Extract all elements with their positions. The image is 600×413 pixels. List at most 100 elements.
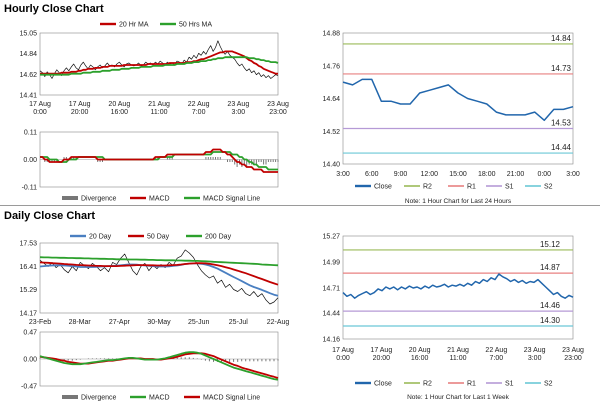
daily-price-xtick: 28-Mar: [69, 319, 92, 326]
weekly-pivot-xtick: 23 Aug 3:00: [524, 347, 546, 362]
ma20-series-line: [40, 50, 278, 75]
weekly-pivot-xtick: 23 Aug 23:00: [562, 347, 584, 362]
weekly_pivot-ytick: 14.16: [322, 337, 340, 344]
daily_price-ytick: 16.41: [19, 264, 37, 271]
legend-pivot-r2: R2: [423, 184, 432, 191]
legend-weekly-r2: R2: [423, 381, 432, 388]
legend-weekly-r1: R1: [467, 381, 476, 388]
daily_price-ytick: 17.53: [19, 241, 37, 248]
hourly_price-ytick: 14.41: [19, 93, 37, 100]
daily_macd-ytick: 0.00: [23, 357, 37, 364]
hourly-pivot-xtick: 21:00: [507, 171, 525, 178]
level-label-s2: 14.44: [551, 143, 572, 152]
hourly_pivot-ytick: 14.40: [322, 162, 340, 169]
daily_macd-ytick: -0.47: [21, 384, 37, 391]
hourly-pivot-xtick: 18:00: [478, 171, 496, 178]
ma50-series-line: [39, 261, 279, 286]
hourly_price-frame: [39, 32, 279, 96]
ma20-series-line: [39, 262, 279, 297]
hourly-pivot-xtick: 3:00: [336, 171, 350, 178]
hourly-price-xtick: 23 Aug 3:00: [227, 101, 249, 116]
price-series-line: [39, 40, 279, 79]
hourly-price-xtick: 17 Aug 0:00: [29, 101, 51, 116]
hourly-pivot-xtick: 15:00: [449, 171, 467, 178]
weekly_pivot-ytick: 14.71: [322, 285, 340, 292]
legend-macd: MACD: [149, 196, 170, 203]
legend-daily-macd: MACD: [149, 395, 170, 402]
legend-macd-signal: MACD Signal Line: [203, 196, 260, 203]
legend-50-day: 50 Day: [147, 234, 170, 241]
legend-weekly-close: Close: [374, 381, 392, 388]
hourly-price-xtick: 20 Aug 16:00: [108, 101, 130, 116]
level-label-r2: 14.84: [551, 34, 572, 43]
hourly_pivot-ytick: 14.88: [322, 31, 340, 38]
macd-series-line: [39, 351, 279, 381]
weekly-pivot-xtick: 17 Aug 0:00: [332, 347, 354, 362]
daily_price-ytick: 14.17: [19, 311, 37, 318]
hourly_pivot-ytick: 14.52: [322, 129, 340, 136]
legend-daily-divergence: Divergence: [81, 395, 117, 402]
daily-price-xtick: 27-Apr: [109, 319, 131, 326]
legend-pivot-r1: R1: [467, 184, 476, 191]
macd-series-line: [40, 148, 278, 173]
weekly_pivot-ytick: 14.99: [322, 259, 340, 266]
level-label-s1: 14.53: [551, 119, 572, 128]
hourly_macd-ytick: 0.00: [23, 157, 37, 164]
weekly-pivot-xtick: 17 Aug 20:00: [370, 347, 392, 362]
legend-200-day: 200 Day: [205, 234, 232, 241]
daily-price-xtick: 23-Feb: [29, 319, 51, 326]
legend-pivot-s1: S1: [505, 184, 514, 191]
legend-20hr-ma: 20 Hr MA: [119, 22, 149, 29]
level-label-r2: 15.12: [540, 240, 561, 249]
hourly_pivot-frame: [342, 32, 574, 165]
ma50-series-line: [40, 56, 279, 76]
legend-weekly-s2: S2: [544, 381, 553, 388]
close-series-line: [342, 78, 574, 122]
weekly-pivot-xtick: 20 Aug 16:00: [409, 347, 431, 362]
weekly-pivot-xtick: 21 Aug 11:00: [447, 347, 469, 362]
daily_price-frame: [39, 242, 279, 314]
legend-50hrs-ma: 50 Hrs MA: [179, 22, 212, 29]
signal-series-line: [39, 352, 279, 379]
hourly_pivot-ytick: 14.76: [322, 63, 340, 70]
close-series-line: [342, 273, 574, 299]
hourly-pivot-xtick: 9:00: [394, 171, 408, 178]
hourly-price-xtick: 23 Aug 23:00: [267, 101, 289, 116]
hourly_price-ytick: 14.62: [19, 72, 37, 79]
hourly-price-xtick: 22 Aug 7:00: [188, 101, 210, 116]
hourly_macd-ytick: 0.11: [24, 130, 37, 137]
weekly_pivot-ytick: 14.44: [322, 311, 340, 318]
weekly-pivot-note: Note: 1 Hour Chart for Last 1 Week: [407, 394, 510, 401]
hourly-pivot-note: Note: 1 Hour Chart for Last 24 Hours: [405, 198, 512, 205]
hourly-price-xtick: 17 Aug 20:00: [69, 101, 91, 116]
ma200-series-line: [39, 256, 279, 267]
daily-price-xtick: 25-Jun: [188, 319, 210, 326]
legend-weekly-s1: S1: [505, 381, 514, 388]
section-divider: [0, 205, 600, 206]
level-label-s1: 14.46: [540, 301, 561, 310]
weekly-pivot-xtick: 22 Aug 7:00: [485, 347, 507, 362]
legend-daily-macd-signal: MACD Signal Line: [203, 395, 260, 402]
hourly-section-title: Hourly Close Chart: [4, 3, 104, 15]
legend-20-day: 20 Day: [89, 234, 112, 241]
hourly-pivot-xtick: 12:00: [420, 171, 438, 178]
hourly-price-xtick: 21 Aug 11:00: [148, 101, 170, 116]
legend-divergence: Divergence: [81, 196, 117, 203]
hourly-pivot-xtick: 0:00: [537, 171, 551, 178]
weekly_pivot-frame: [342, 235, 574, 340]
hourly_macd-ytick: -0.11: [22, 185, 38, 192]
level-label-r1: 14.73: [551, 64, 572, 73]
hourly_pivot-ytick: 14.64: [322, 96, 340, 103]
legend-pivot-close: Close: [374, 184, 392, 191]
hourly_price-ytick: 15.05: [19, 31, 37, 38]
hourly_price-ytick: 14.84: [19, 51, 37, 58]
legend-pivot-s2: S2: [544, 184, 553, 191]
hourly-pivot-xtick: 3:00: [566, 171, 580, 178]
daily-price-xtick: 30-May: [147, 319, 171, 326]
daily_price-ytick: 15.29: [19, 287, 37, 294]
weekly_pivot-ytick: 15.27: [322, 234, 340, 241]
daily-price-xtick: 22-Aug: [267, 319, 290, 326]
daily_macd-ytick: 0.47: [23, 330, 37, 337]
level-label-s2: 14.30: [540, 316, 561, 325]
